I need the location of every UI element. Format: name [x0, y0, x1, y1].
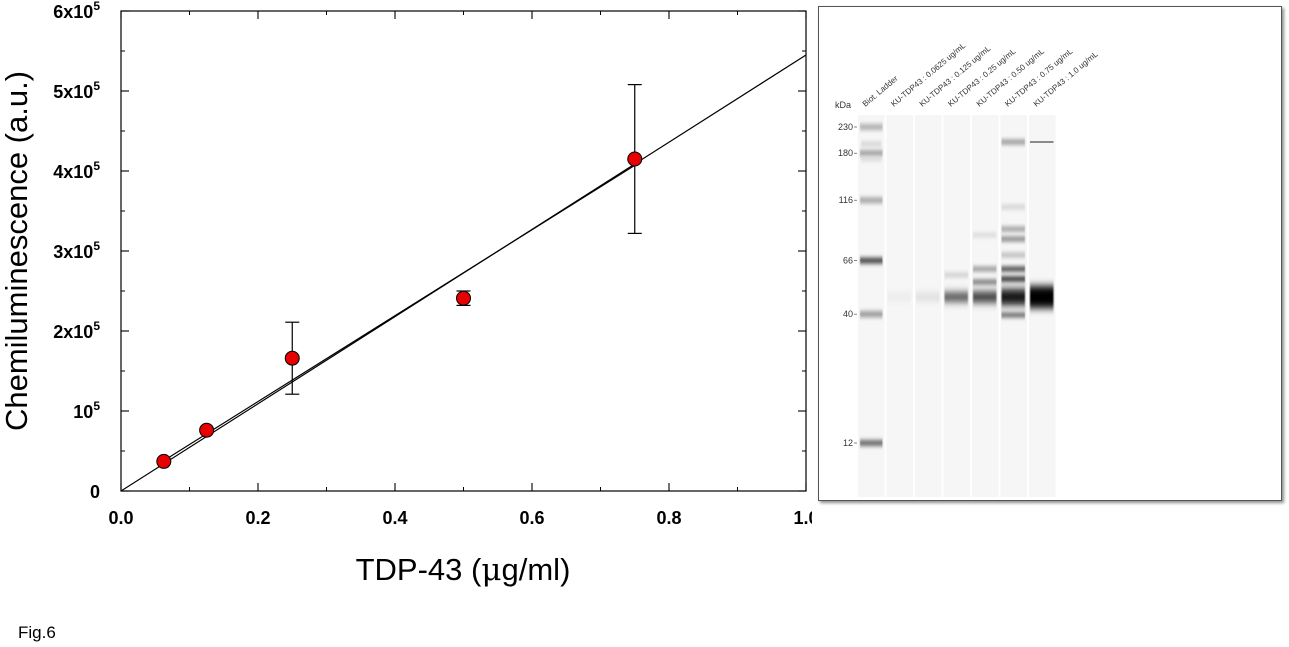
figure-caption: Fig.6: [18, 623, 56, 642]
molecular-weight-markers: 230 180 116 66 40 12: [838, 122, 857, 448]
ladder-band: [860, 257, 883, 264]
x-tick-label: 0.2: [245, 508, 270, 528]
calibration-chart: 0.0 0.2 0.4 0.6 0.8 1.0 0 105 2x105 3x105 4x105 5x…: [0, 0, 812, 588]
marker-label: 40: [843, 309, 853, 319]
smear-band: [1001, 276, 1025, 282]
marker-label: 180: [838, 148, 853, 158]
fit-lines: [120, 54, 807, 492]
smear-band: [1001, 312, 1025, 318]
error-bars: [285, 83, 642, 395]
gel-lane: [858, 115, 885, 497]
x-tick-label: 1.0: [793, 508, 812, 528]
high-mw-band: [1030, 141, 1054, 143]
smear-band: [944, 272, 968, 278]
marker-label: 12: [843, 438, 853, 448]
data-point: [156, 453, 172, 469]
smear-band: [1001, 252, 1025, 258]
smear-band: [1001, 226, 1025, 232]
smear-band: [973, 232, 997, 238]
x-tick-label: 0.4: [382, 508, 407, 528]
x-tick-label: 0.0: [108, 508, 133, 528]
data-point: [199, 422, 215, 438]
y-tick-label: 0: [90, 482, 100, 502]
smear-band: [973, 279, 997, 285]
y-axis-ticks: 0 105 2x105 3x105 4x105 5x105 6x105: [53, 0, 806, 502]
gel-lane: [886, 115, 913, 497]
ladder-band: [860, 197, 883, 204]
gel-lane: [915, 115, 942, 497]
sample-band: [1001, 289, 1025, 305]
ladder-band: [860, 150, 883, 157]
gel-lane: [1000, 115, 1027, 497]
western-blot-panel: kDa Biot. Ladder KU-TDP43 : 0.0625 ug/mL K…: [818, 6, 1282, 501]
y-tick-label: 105: [73, 399, 100, 422]
gel-lane: [972, 115, 999, 497]
y-axis-title: Chemiluminescence (a.u.): [0, 71, 34, 431]
smear-band: [1001, 266, 1025, 272]
y-tick-label: 4x105: [53, 159, 100, 182]
smear-band: [1001, 236, 1025, 242]
plot-frame: [120, 10, 807, 492]
x-axis-ticks: 0.0 0.2 0.4 0.6 0.8 1.0: [108, 11, 812, 528]
ladder-band: [860, 440, 883, 446]
marker-label: 116: [839, 195, 853, 205]
gel-lanes: [858, 115, 1056, 497]
smear-band: [973, 266, 997, 272]
data-points: [156, 151, 643, 469]
gel-lane: [943, 115, 970, 497]
kda-label: kDa: [835, 100, 851, 110]
sample-band: [1030, 286, 1054, 308]
sample-band: [916, 294, 940, 300]
x-axis-title: TDP-43 (μg/ml): [356, 552, 571, 588]
y-tick-label: 5x105: [53, 79, 100, 102]
ladder-band: [860, 311, 883, 318]
ladder-smear: [861, 142, 882, 146]
fit-line: [163, 164, 636, 462]
y-tick-label: 3x105: [53, 239, 100, 262]
sample-band: [973, 291, 997, 303]
x-tick-label: 0.8: [656, 508, 681, 528]
marker-label: 66: [843, 256, 853, 266]
smear-band: [1001, 139, 1025, 145]
sample-band: [944, 292, 968, 302]
ladder-band: [860, 124, 883, 130]
data-point: [284, 350, 300, 366]
marker-label: 230: [838, 122, 853, 132]
y-tick-label: 2x105: [53, 319, 100, 342]
y-tick-label: 6x105: [53, 0, 100, 22]
smear-band: [1001, 204, 1025, 210]
ladder-smear: [861, 157, 882, 161]
x-tick-label: 0.6: [519, 508, 544, 528]
sample-band: [887, 294, 911, 300]
data-point: [456, 290, 471, 306]
data-point: [627, 151, 643, 167]
